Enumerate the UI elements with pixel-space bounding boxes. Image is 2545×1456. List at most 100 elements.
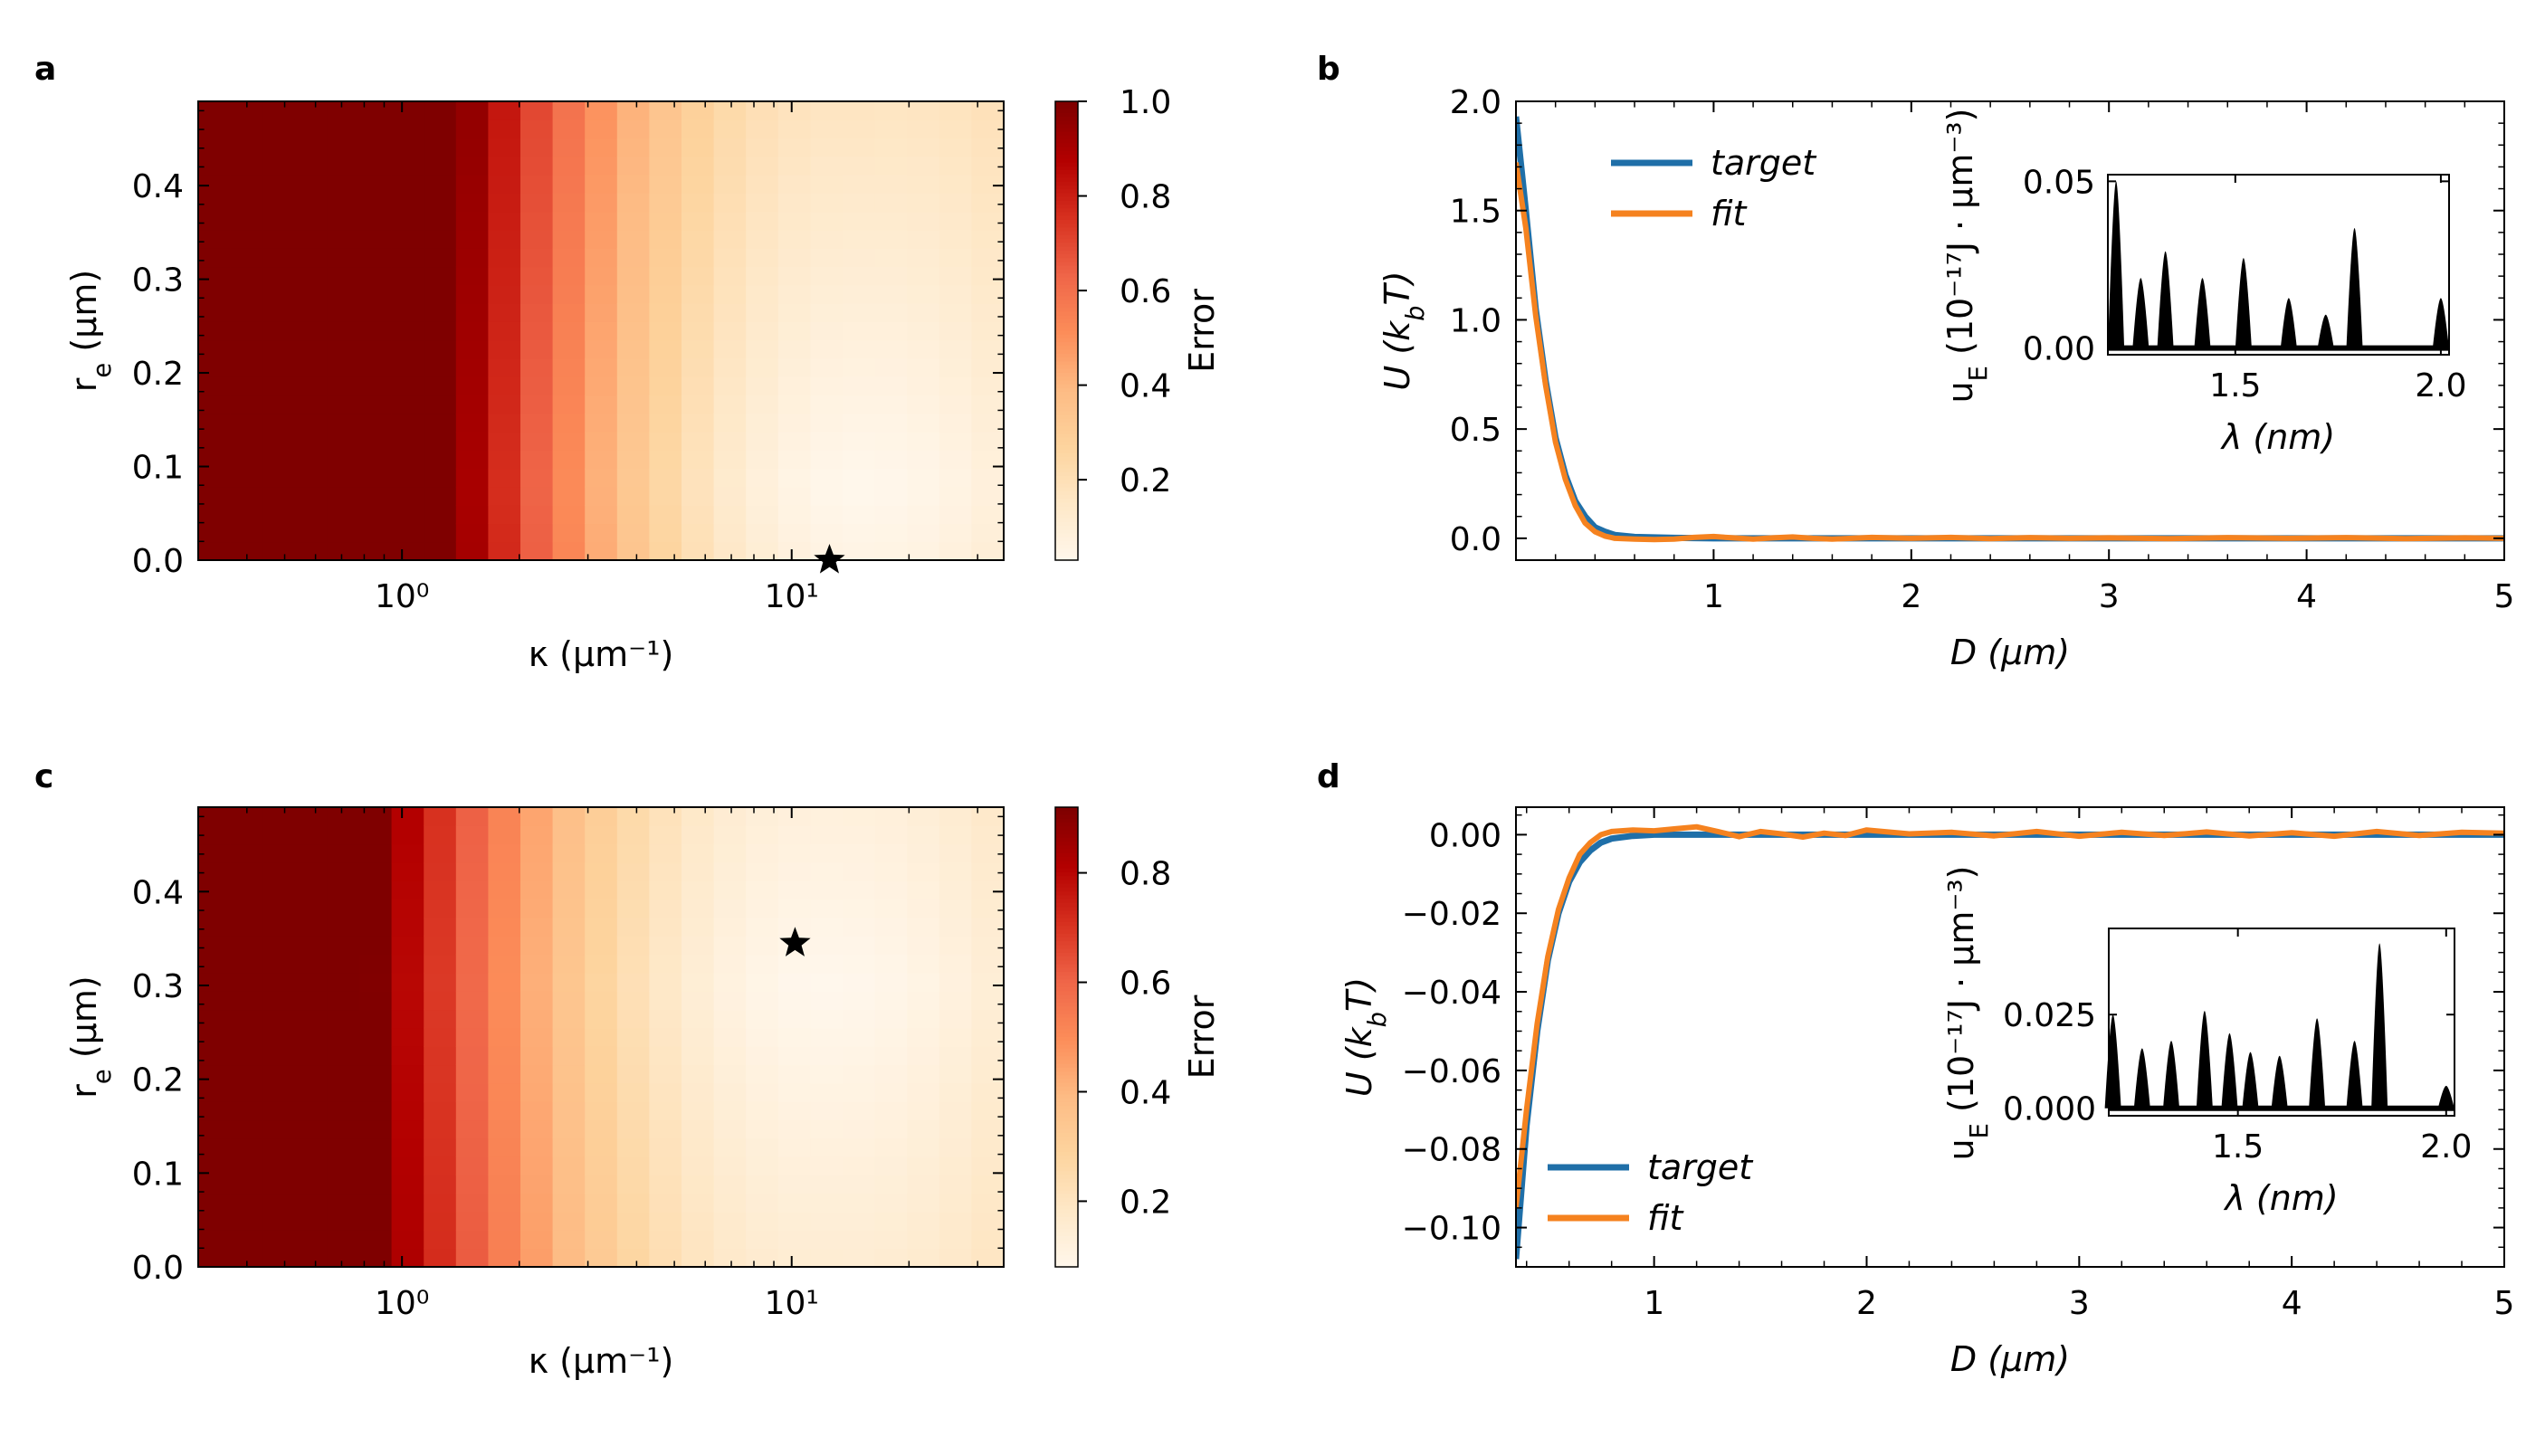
colorbar-segment: [1055, 464, 1078, 470]
colorbar-segment: [1055, 411, 1078, 416]
colorbar-segment: [1055, 849, 1078, 854]
colorbar-segment: [1055, 1147, 1078, 1153]
heatmap-cell: [907, 1064, 940, 1084]
colorbar-segment: [1055, 1017, 1078, 1023]
heatmap-cell: [649, 1046, 682, 1066]
heatmap-cell: [746, 1119, 779, 1139]
heatmap-cell: [391, 211, 424, 231]
colorbar-segment: [1055, 991, 1078, 996]
heatmap-cell: [682, 321, 715, 341]
heatmap-cell: [971, 917, 1005, 937]
heatmap-cell: [294, 138, 328, 157]
colorbar-segment: [1055, 185, 1078, 190]
heatmap-cell: [777, 972, 811, 992]
colorbar-segment: [1055, 239, 1078, 243]
heatmap-cell: [262, 248, 296, 268]
heatmap-cell: [230, 1137, 263, 1157]
colorbar-segment: [1055, 972, 1078, 976]
heatmap-cell: [230, 193, 263, 213]
heatmap-cell: [649, 807, 682, 826]
heatmap-cell: [713, 486, 747, 506]
heatmap-cell: [327, 807, 360, 826]
heatmap-cell: [455, 248, 489, 268]
colorbar-segment: [1055, 124, 1078, 129]
heatmap-cell: [649, 284, 682, 304]
heatmap-cell: [907, 1082, 940, 1102]
heatmap-cell: [520, 101, 554, 120]
heatmap-cell: [327, 229, 360, 249]
heatmap-cell: [359, 1156, 393, 1175]
heatmap-cell: [552, 468, 586, 488]
heatmap-cell: [616, 1082, 650, 1102]
heatmap-cell: [552, 1137, 586, 1157]
inset-bar: [2346, 227, 2363, 348]
heatmap-cell: [585, 1082, 618, 1102]
heatmap-cell: [682, 156, 715, 176]
heatmap-cell: [327, 321, 360, 341]
heatmap-cell: [552, 1175, 586, 1194]
x-tick-label: 4: [2282, 1285, 2302, 1322]
heatmap-cell: [488, 284, 521, 304]
heatmap-cell: [455, 156, 489, 176]
heatmap-cell: [713, 101, 747, 120]
heatmap-cell: [907, 1101, 940, 1121]
heatmap-cell: [262, 861, 296, 881]
heatmap-cell: [198, 321, 232, 341]
colorbar-segment: [1055, 1037, 1078, 1042]
heatmap-cell: [198, 899, 232, 918]
colorbar-tick-label: 0.4: [1120, 368, 1171, 405]
heatmap-cell: [616, 413, 650, 433]
heatmap-cell: [391, 357, 424, 377]
heatmap-cell: [777, 156, 811, 176]
heatmap-cell: [230, 138, 263, 157]
heatmap-cell: [649, 1101, 682, 1121]
heatmap-cell: [520, 917, 554, 937]
heatmap-cell: [230, 1027, 263, 1047]
heatmap-cell: [424, 119, 457, 139]
heatmap-cell: [262, 954, 296, 974]
colorbar-segment: [1055, 952, 1078, 957]
heatmap-cell: [552, 505, 586, 525]
colorbar-segment: [1055, 471, 1078, 477]
colorbar-segment: [1055, 231, 1078, 236]
heatmap-cell: [391, 321, 424, 341]
heatmap-cell: [777, 825, 811, 845]
heatmap-cell: [327, 211, 360, 231]
heatmap-cell: [198, 1009, 232, 1029]
heatmap-cell: [874, 1193, 908, 1213]
heatmap-cell: [327, 1212, 360, 1231]
colorbar-tick-label: 0.4: [1120, 1074, 1171, 1111]
heatmap-cell: [713, 1064, 747, 1084]
heatmap-cell: [810, 266, 844, 286]
inset-y-tick-label: 0.05: [2023, 164, 2095, 201]
heatmap-cell: [327, 413, 360, 433]
heatmap-cell: [520, 229, 554, 249]
heatmap-cell: [616, 119, 650, 139]
heatmap-cell: [713, 523, 747, 543]
colorbar-segment: [1055, 269, 1078, 274]
heatmap-cell: [777, 1156, 811, 1175]
inset-x-axis-label: λ (nm): [2223, 1178, 2338, 1218]
heatmap-cell: [907, 1156, 940, 1175]
heatmap-cell: [391, 1212, 424, 1231]
heatmap-cell: [424, 1175, 457, 1194]
colorbar-segment: [1055, 384, 1078, 389]
heatmap-cell: [488, 138, 521, 157]
colorbar-segment: [1055, 818, 1078, 823]
heatmap-cell: [262, 266, 296, 286]
heatmap-cell: [552, 266, 586, 286]
heatmap-cell: [810, 825, 844, 845]
heatmap-cell: [616, 505, 650, 525]
heatmap-cell: [294, 339, 328, 359]
heatmap-cell: [874, 211, 908, 231]
heatmap-cell: [552, 248, 586, 268]
colorbar-segment: [1055, 284, 1078, 290]
heatmap-cell: [971, 523, 1005, 543]
heatmap-cell: [488, 119, 521, 139]
heatmap-cell: [810, 1009, 844, 1029]
heatmap-cell: [616, 193, 650, 213]
heatmap-cell: [810, 450, 844, 470]
heatmap-cell: [424, 880, 457, 900]
heatmap-cell: [230, 1230, 263, 1250]
heatmap-cell: [359, 523, 393, 543]
